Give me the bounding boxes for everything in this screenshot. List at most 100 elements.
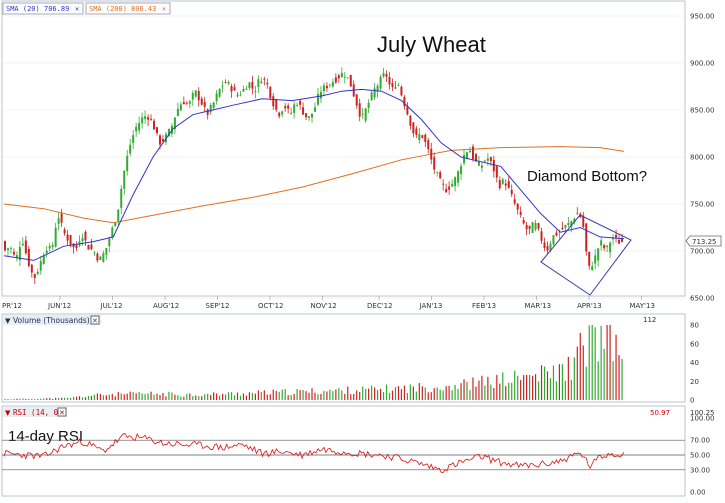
volume-bar [508, 382, 510, 400]
candle-body [358, 103, 361, 117]
candle-body [618, 239, 621, 244]
rsi-title: RSI (14, 0) [13, 408, 63, 417]
candle-body [51, 245, 54, 247]
candle-body [156, 127, 159, 134]
candle-body [21, 243, 24, 246]
volume-bar [224, 394, 227, 400]
candle-body [600, 240, 603, 246]
volume-bar [591, 325, 593, 400]
candle-body [555, 232, 558, 236]
candle-body [510, 189, 513, 195]
candle-body [322, 85, 325, 92]
volume-bar [22, 398, 24, 400]
volume-bar [102, 395, 104, 400]
x-tick-label: JUN'12 [47, 302, 71, 310]
candle-body [173, 117, 176, 130]
volume-bar [281, 389, 283, 400]
close-icon: ✕ [59, 409, 65, 417]
volume-bar [293, 394, 295, 400]
candle-body [93, 252, 96, 254]
candle-body [612, 237, 615, 240]
collapse-icon[interactable]: ▼ [5, 317, 11, 325]
candle-body [42, 255, 45, 265]
candle-body [483, 160, 486, 162]
candle-body [585, 223, 588, 252]
candle-body [27, 248, 30, 267]
candle-body [117, 209, 120, 222]
volume-bar [174, 394, 176, 400]
volume-bar [430, 392, 432, 400]
volume-bar [576, 346, 578, 400]
volume-bar [31, 398, 33, 400]
volume-bar [141, 393, 143, 400]
candle-body [379, 76, 382, 89]
volume-bar [517, 375, 519, 400]
candle-body [287, 105, 290, 109]
close-icon[interactable]: ✕ [162, 5, 166, 13]
x-tick-label: NOV'12 [311, 302, 337, 310]
candle-body [463, 155, 466, 164]
volume-bar [520, 379, 522, 400]
candle-body [313, 107, 316, 112]
volume-bar [466, 381, 468, 400]
volume-bar [579, 332, 581, 400]
volume-bar [534, 374, 537, 400]
candle-body [418, 134, 421, 141]
rsi-close-button[interactable] [57, 407, 67, 417]
volume-bar [287, 395, 289, 400]
rsi-caption: 14-day RSI [8, 428, 83, 445]
collapse-icon[interactable]: ▼ [5, 409, 11, 417]
volume-bar [72, 396, 75, 400]
candle-body [558, 231, 561, 233]
legend-sma20[interactable] [2, 2, 84, 15]
volume-bar [34, 399, 36, 400]
candle-body [364, 108, 367, 121]
candle-body [191, 92, 194, 100]
volume-close-button[interactable] [90, 315, 100, 325]
volume-bar [254, 393, 256, 400]
volume-bar [81, 397, 84, 400]
volume-bar [400, 389, 403, 400]
volume-bar [269, 394, 271, 400]
candle-body [224, 82, 227, 83]
volume-bar [546, 371, 549, 400]
volume-bar [290, 395, 292, 400]
volume-bar [61, 397, 63, 400]
volume-bar [317, 394, 319, 400]
candle-body [18, 247, 21, 260]
volume-bar [216, 393, 218, 400]
candle-body [72, 243, 75, 248]
volume-bar [150, 391, 152, 400]
candle-body [290, 112, 293, 114]
candle-body [561, 227, 564, 230]
volume-bar [28, 398, 30, 400]
candle-body [606, 245, 609, 248]
candle-body [209, 104, 212, 113]
volume-bar [69, 397, 72, 400]
volume-bar [338, 388, 340, 400]
candle-body [576, 213, 579, 215]
volume-bar [230, 392, 233, 400]
volume-bar [233, 395, 236, 400]
legend-sma200-label: SMA (200) [89, 5, 127, 13]
volume-bar [117, 392, 119, 400]
candle-body [120, 188, 123, 209]
candle-body [215, 93, 218, 102]
volume-bar [64, 397, 66, 400]
candle-body [30, 264, 33, 273]
candle-body [185, 103, 188, 104]
candles [3, 67, 624, 285]
candle-body [564, 225, 567, 228]
volume-tick-label: 40 [690, 359, 699, 367]
close-icon[interactable]: ✕ [75, 5, 79, 13]
candle-body [141, 117, 144, 124]
volume-bar [323, 391, 325, 400]
candle-body [206, 109, 209, 115]
x-tick-label: SEP'12 [206, 302, 230, 310]
volume-bar [171, 392, 173, 400]
candle-body [468, 150, 471, 153]
volume-bar [567, 356, 569, 400]
volume-bar [308, 392, 310, 400]
legend-sma200[interactable] [85, 2, 171, 15]
price-panel-frame [1, 0, 686, 297]
